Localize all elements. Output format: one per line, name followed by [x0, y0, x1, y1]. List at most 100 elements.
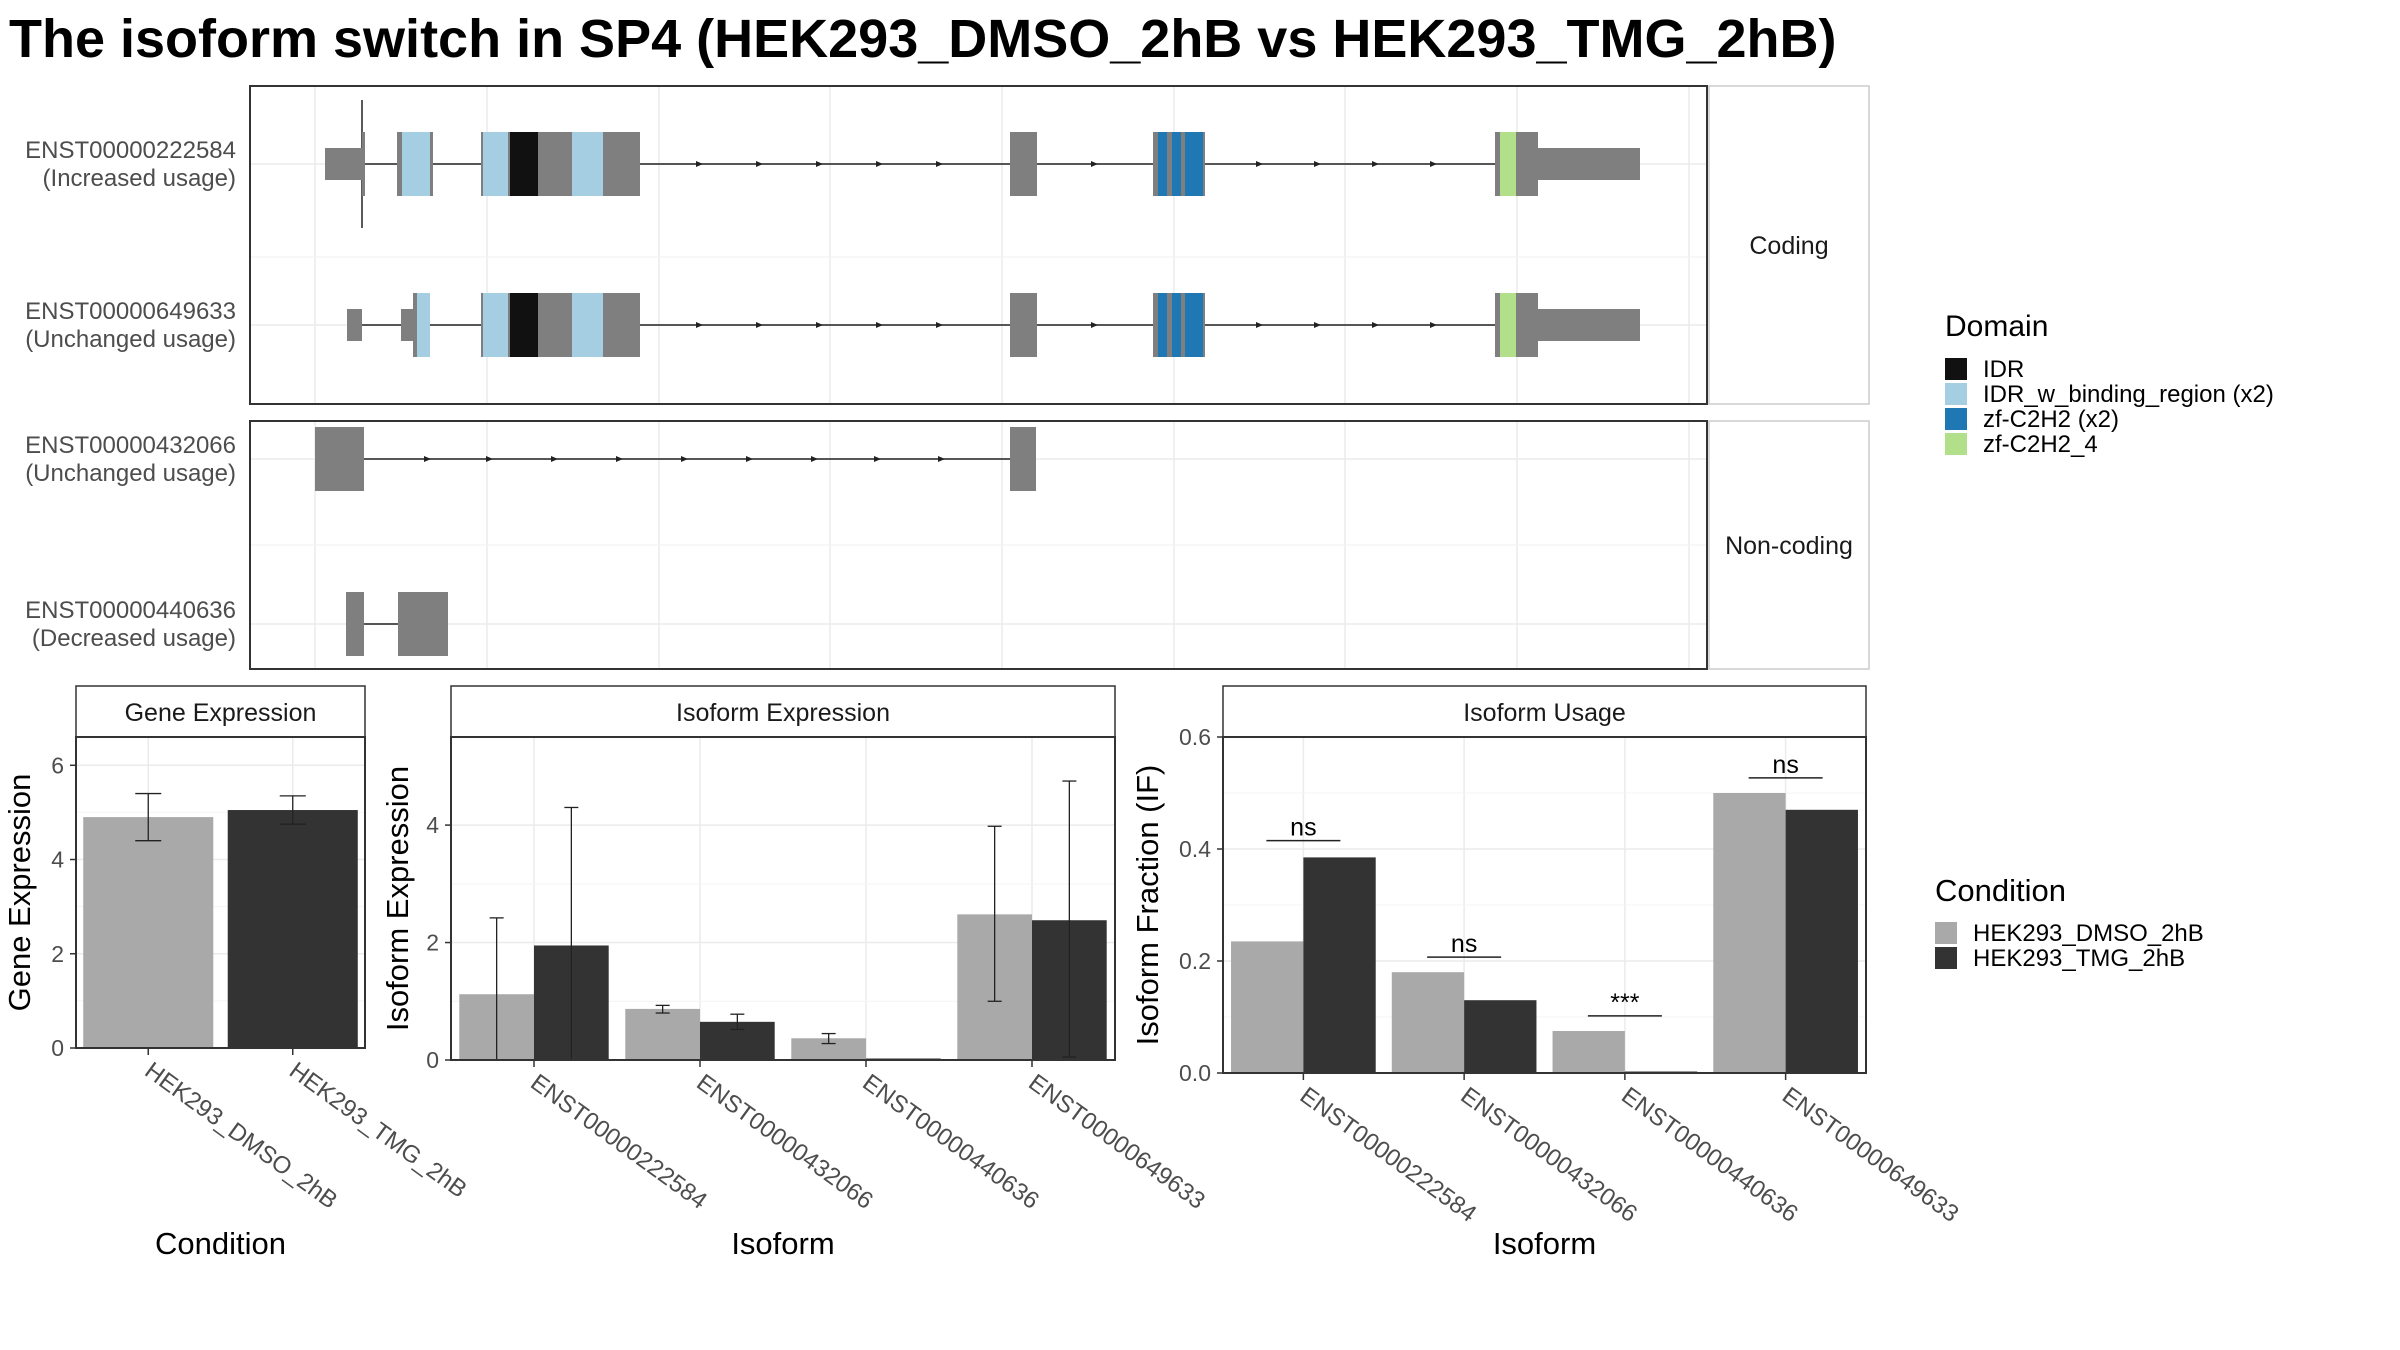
x-axis-title: Isoform — [731, 1226, 834, 1261]
intron-arrow — [936, 322, 943, 328]
domain-IDR_w_binding_region — [572, 132, 603, 196]
exon — [1010, 293, 1037, 357]
condition-legend-swatch — [1935, 922, 1957, 944]
condition-legend-label: HEK293_DMSO_2hB — [1973, 920, 2204, 947]
x-tick-label: ENST00000432066 — [691, 1069, 877, 1215]
y-tick-label: 0.4 — [1179, 836, 1211, 862]
significance-label: ns — [1772, 751, 1798, 779]
bar — [1391, 972, 1465, 1073]
condition-legend-label: HEK293_TMG_2hB — [1973, 945, 2185, 972]
panel-title: Isoform Expression — [676, 699, 890, 727]
intron-arrow — [1314, 161, 1321, 167]
domain-IDR — [510, 293, 538, 357]
intron-arrow — [486, 456, 493, 462]
significance-label: *** — [1610, 989, 1639, 1017]
domain-legend-label: IDR — [1983, 356, 2024, 383]
y-tick-label: 0.6 — [1179, 724, 1211, 750]
bar — [1464, 1000, 1537, 1073]
y-tick-label: 6 — [51, 752, 64, 778]
intron-arrow — [936, 161, 943, 167]
y-tick-label: 2 — [426, 930, 439, 956]
domain-zf_C2H2 — [1172, 132, 1181, 196]
bar — [1231, 941, 1304, 1073]
y-tick-label: 0 — [426, 1047, 439, 1073]
y-axis-title: Isoform Fraction (IF) — [1130, 765, 1165, 1046]
domain-legend-swatch — [1945, 408, 1967, 430]
domain-IDR_w_binding_region — [483, 293, 508, 357]
intron-arrow — [551, 456, 558, 462]
transcript-usage-label: (Unchanged usage) — [25, 460, 236, 487]
y-tick-label: 0 — [51, 1035, 64, 1061]
x-tick-label: ENST00000649633 — [1777, 1082, 1963, 1228]
structure-group-label: Coding — [1749, 232, 1828, 260]
domain-legend-swatch — [1945, 358, 1967, 380]
exon — [1538, 309, 1640, 341]
y-tick-label: 0.2 — [1179, 948, 1211, 974]
intron-arrow — [424, 456, 431, 462]
transcript-usage-label: (Increased usage) — [43, 165, 236, 192]
domain-legend-label: IDR_w_binding_region (x2) — [1983, 381, 2274, 408]
structure-panel-bg — [250, 86, 1707, 404]
bar — [1785, 809, 1858, 1073]
y-axis-title: Isoform Expression — [380, 766, 415, 1031]
x-axis-title: Condition — [155, 1226, 286, 1261]
domain-legend-swatch — [1945, 433, 1967, 455]
domain-legend-label: zf-C2H2_4 — [1983, 431, 2098, 458]
bar — [83, 817, 214, 1048]
condition-legend-swatch — [1935, 947, 1957, 969]
domain-zf_C2H2 — [1185, 132, 1203, 196]
intron-arrow — [1372, 322, 1379, 328]
significance-label: ns — [1451, 930, 1477, 958]
exon — [325, 148, 362, 180]
x-tick-label: ENST00000222584 — [525, 1069, 711, 1215]
intron-arrow — [1256, 322, 1263, 328]
intron-arrow — [876, 161, 883, 167]
panel-border — [75, 736, 366, 1049]
transcript-usage-label: (Decreased usage) — [32, 625, 236, 652]
intron-arrow — [811, 456, 818, 462]
figure-title: The isoform switch in SP4 (HEK293_DMSO_2… — [9, 9, 1837, 69]
exon — [1010, 132, 1037, 196]
intron-arrow — [816, 322, 823, 328]
exon — [346, 592, 364, 656]
panel-title: Isoform Usage — [1463, 699, 1626, 727]
intron-arrow — [681, 456, 688, 462]
structure-group-label: Non-coding — [1725, 532, 1853, 560]
intron-arrow — [1091, 322, 1098, 328]
structure-strip — [1708, 85, 1870, 405]
domain-zf_C2H2 — [1172, 293, 1181, 357]
domain-zf_C2H2_4 — [1500, 132, 1516, 196]
intron-arrow — [756, 322, 763, 328]
domain-IDR_w_binding_region — [572, 293, 603, 357]
x-tick-label: ENST00000432066 — [1456, 1082, 1642, 1228]
bar — [625, 1008, 700, 1060]
intron-arrow — [1091, 161, 1098, 167]
panel-border — [1222, 736, 1867, 1074]
transcript-usage-label: (Unchanged usage) — [25, 326, 236, 353]
intron-arrow — [1430, 322, 1437, 328]
exon — [398, 592, 448, 656]
intron-arrow — [1430, 161, 1437, 167]
structure-strip — [1708, 420, 1870, 670]
exon — [362, 132, 365, 196]
y-axis-title: Gene Expression — [2, 774, 37, 1012]
panel-strip — [450, 685, 1116, 738]
bar — [791, 1038, 866, 1060]
domain-IDR_w_binding_region — [417, 293, 430, 357]
domain-zf_C2H2 — [1158, 293, 1167, 357]
bar — [227, 810, 358, 1048]
structure-panel-border — [249, 420, 1708, 670]
intron-arrow — [696, 322, 703, 328]
intron-arrow — [696, 161, 703, 167]
transcript-id-label: ENST00000440636 — [25, 597, 236, 624]
x-tick-label: ENST00000440636 — [857, 1069, 1043, 1215]
domain-legend-title: Domain — [1945, 310, 2048, 343]
panel-title: Gene Expression — [125, 699, 317, 727]
intron-arrow — [874, 456, 881, 462]
domain-zf_C2H2_4 — [1500, 293, 1516, 357]
exon — [347, 309, 362, 341]
transcript-id-label: ENST00000222584 — [25, 137, 236, 164]
intron-arrow — [1314, 322, 1321, 328]
